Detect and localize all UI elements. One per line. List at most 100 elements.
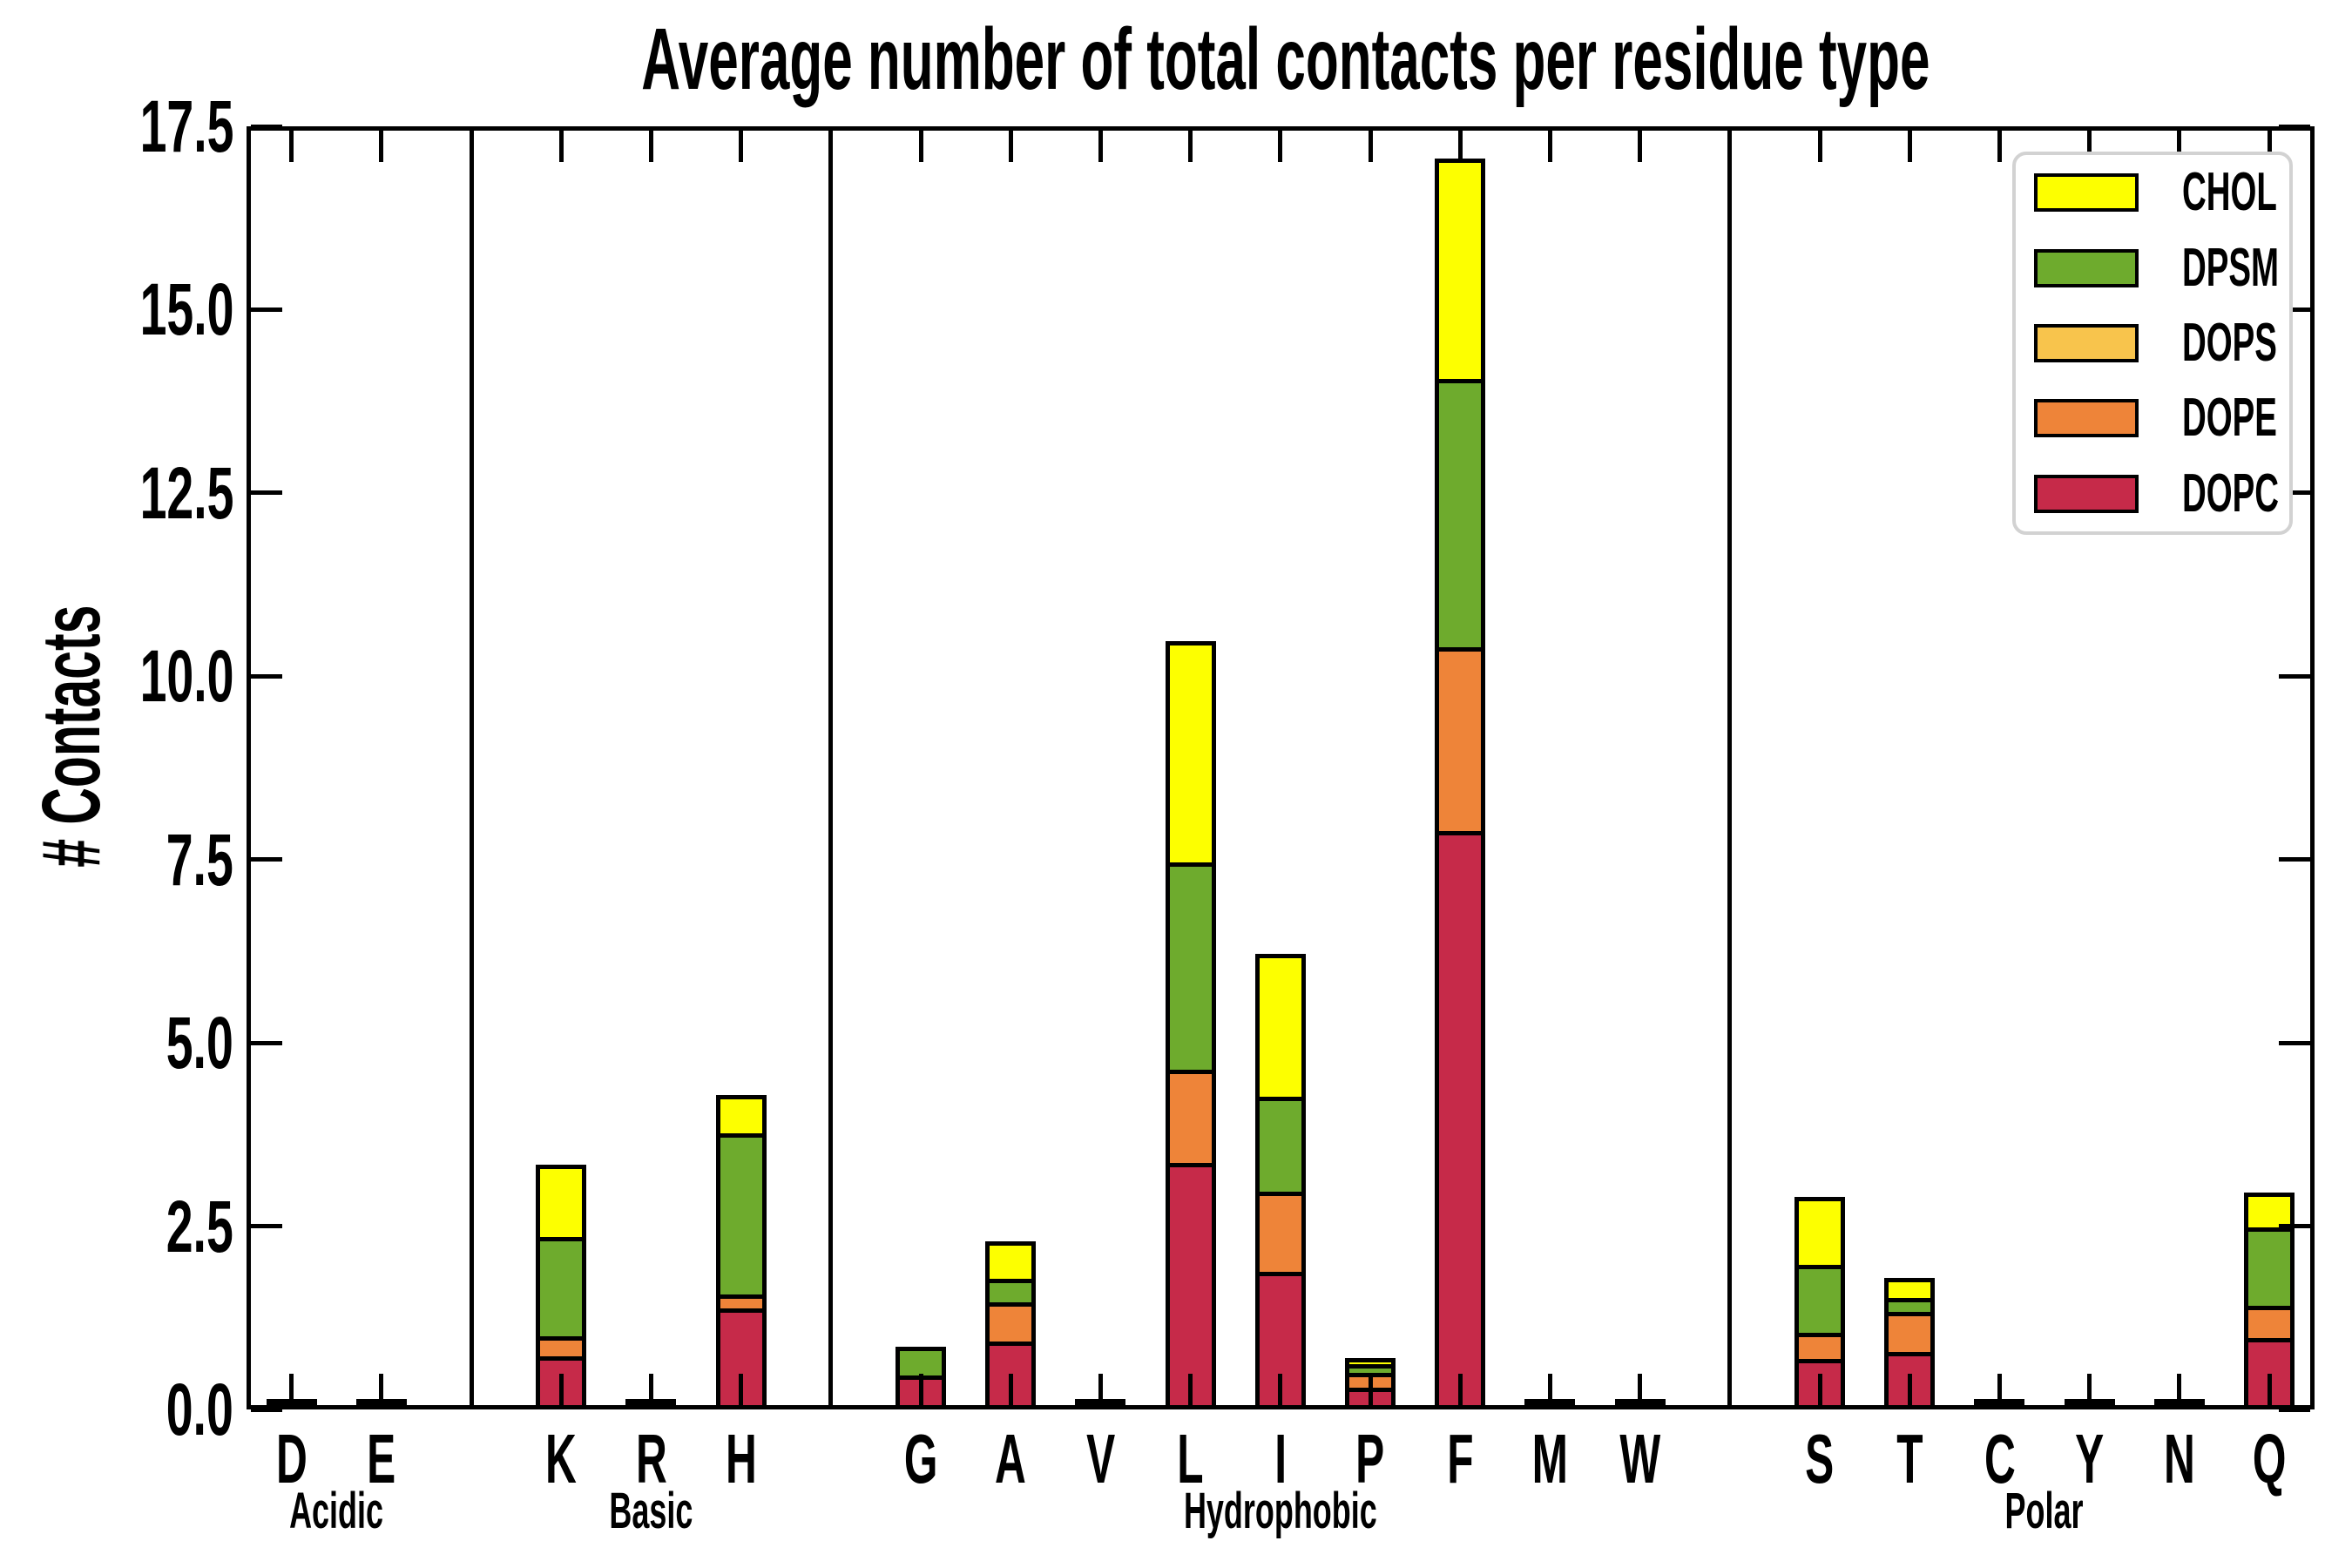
x-tick-top xyxy=(1547,131,1552,162)
x-tick-bottom xyxy=(2087,1374,2092,1405)
x-tick-bottom xyxy=(379,1374,384,1405)
y-tick-right xyxy=(2279,1224,2310,1229)
x-tick-bottom xyxy=(289,1374,294,1405)
x-tick-label-text: N xyxy=(2163,1420,2195,1497)
x-tick-top xyxy=(289,131,294,162)
group-label-basic: Basic xyxy=(468,1485,834,1538)
x-tick-top xyxy=(1008,131,1013,162)
x-tick-top xyxy=(1817,131,1822,162)
y-tick-label-text: 0.0 xyxy=(166,1369,233,1450)
x-tick-label-text: P xyxy=(1355,1420,1385,1497)
bar-segment-boundary xyxy=(2244,1227,2295,1233)
bar-segment-chol xyxy=(2248,1193,2290,1230)
bar-segment-dpsm xyxy=(540,1239,583,1339)
bar-near-zero xyxy=(355,1399,407,1406)
legend-row-dops: DOPS xyxy=(2034,306,2289,381)
bar-near-zero xyxy=(266,1399,317,1406)
legend-label: CHOL xyxy=(2182,166,2335,220)
bar-segment-dopc xyxy=(1169,1165,1212,1409)
x-tick-label-text: F xyxy=(1447,1420,1474,1497)
bar-segment-boundary xyxy=(1884,1312,1936,1317)
x-tick-label-text: R xyxy=(635,1420,667,1497)
y-tick-label-text: 15.0 xyxy=(139,268,233,351)
bar-segment-dpsm xyxy=(1439,381,1482,650)
bar-segment-chol xyxy=(1349,1359,1391,1367)
x-tick-label-text: Y xyxy=(2075,1420,2105,1497)
x-tick-bottom xyxy=(1547,1374,1552,1405)
bar-segment-chol xyxy=(1259,955,1301,1099)
x-tick-bottom xyxy=(2177,1374,2182,1405)
x-tick-top xyxy=(1368,131,1373,162)
x-tick-top xyxy=(1278,131,1283,162)
chart-title-text: Average number of total contacts per res… xyxy=(641,10,1930,108)
y-tick-left xyxy=(251,307,282,312)
x-tick-bottom xyxy=(558,1374,564,1405)
y-tick-left xyxy=(251,490,282,496)
x-tick-label: Y xyxy=(2029,1423,2151,1495)
bar-near-zero xyxy=(1614,1399,1666,1406)
bar-segment-boundary xyxy=(1794,1358,1845,1363)
y-tick-label: 17.5 xyxy=(24,90,233,163)
y-tick-label: 15.0 xyxy=(24,273,233,346)
x-tick-label: P xyxy=(1309,1423,1431,1495)
bar-outline xyxy=(1165,641,1216,1409)
x-tick-top xyxy=(558,131,564,162)
x-tick-top xyxy=(648,131,653,162)
bar-segment-boundary xyxy=(1254,1271,1306,1276)
legend-label-text: DPSM xyxy=(2182,237,2280,298)
y-axis-label: # Contacts xyxy=(19,475,124,997)
y-tick-left xyxy=(251,1224,282,1229)
y-tick-right xyxy=(2279,673,2310,679)
x-tick-label-text: G xyxy=(903,1420,938,1497)
legend-row-dope: DOPE xyxy=(2034,381,2289,456)
bar-segment-dope xyxy=(1169,1071,1212,1166)
x-tick-label-text: V xyxy=(1085,1420,1115,1497)
chart-title: Average number of total contacts per res… xyxy=(247,14,2315,105)
bar-segment-dpsm xyxy=(1889,1300,1931,1315)
x-tick-top xyxy=(2267,131,2272,162)
bar-segment-chol xyxy=(720,1096,762,1136)
group-label-text: Polar xyxy=(2005,1483,2084,1539)
bar-segment-boundary xyxy=(2244,1305,2295,1310)
y-tick-right xyxy=(2279,857,2310,862)
y-tick-label: 10.0 xyxy=(24,639,233,713)
bar-segment-boundary xyxy=(536,1237,587,1242)
bar-near-zero xyxy=(2153,1399,2205,1406)
x-tick-label-text: K xyxy=(545,1420,578,1497)
bar-segment-dope xyxy=(1889,1314,1931,1355)
bar-segment-dpsm xyxy=(1169,864,1212,1072)
group-label-hydrophobic: Hydrophobic xyxy=(1098,1485,1463,1538)
legend-swatch-dpsm xyxy=(2034,248,2139,287)
x-tick-bottom xyxy=(1457,1374,1463,1405)
y-tick-label-text: 7.5 xyxy=(166,818,233,901)
legend-row-dopc: DOPC xyxy=(2034,456,2289,531)
group-label-text: Basic xyxy=(609,1483,693,1539)
legend-swatch-dopc xyxy=(2034,474,2139,513)
x-tick-label: A xyxy=(950,1423,1071,1495)
x-tick-label: E xyxy=(321,1423,443,1495)
x-tick-top xyxy=(1997,131,2002,162)
x-tick-label: R xyxy=(590,1423,712,1495)
x-tick-label: L xyxy=(1130,1423,1252,1495)
x-tick-label: C xyxy=(1938,1423,2060,1495)
bar-segment-boundary xyxy=(1435,646,1486,652)
bar-segment-boundary xyxy=(1254,1096,1306,1101)
x-tick-label-text: L xyxy=(1177,1420,1204,1497)
bar-segment-boundary xyxy=(2244,1338,2295,1343)
x-tick-top xyxy=(2087,131,2092,162)
bar-segment-dpsm xyxy=(1349,1366,1391,1375)
x-tick-label-text: I xyxy=(1274,1420,1287,1497)
group-divider-line xyxy=(1727,131,1733,1405)
y-tick-label: 5.0 xyxy=(24,1006,233,1079)
bar-segment-dope xyxy=(540,1338,583,1359)
x-tick-bottom xyxy=(1008,1374,1013,1405)
x-tick-top xyxy=(379,131,384,162)
x-tick-bottom xyxy=(1907,1374,1912,1405)
legend-row-dpsm: DPSM xyxy=(2034,230,2289,305)
y-tick-label-text: 10.0 xyxy=(139,635,233,718)
x-tick-top xyxy=(1907,131,1912,162)
x-tick-label: S xyxy=(1759,1423,1881,1495)
bar-segment-boundary xyxy=(715,1132,767,1138)
x-tick-label-text: E xyxy=(367,1420,396,1497)
